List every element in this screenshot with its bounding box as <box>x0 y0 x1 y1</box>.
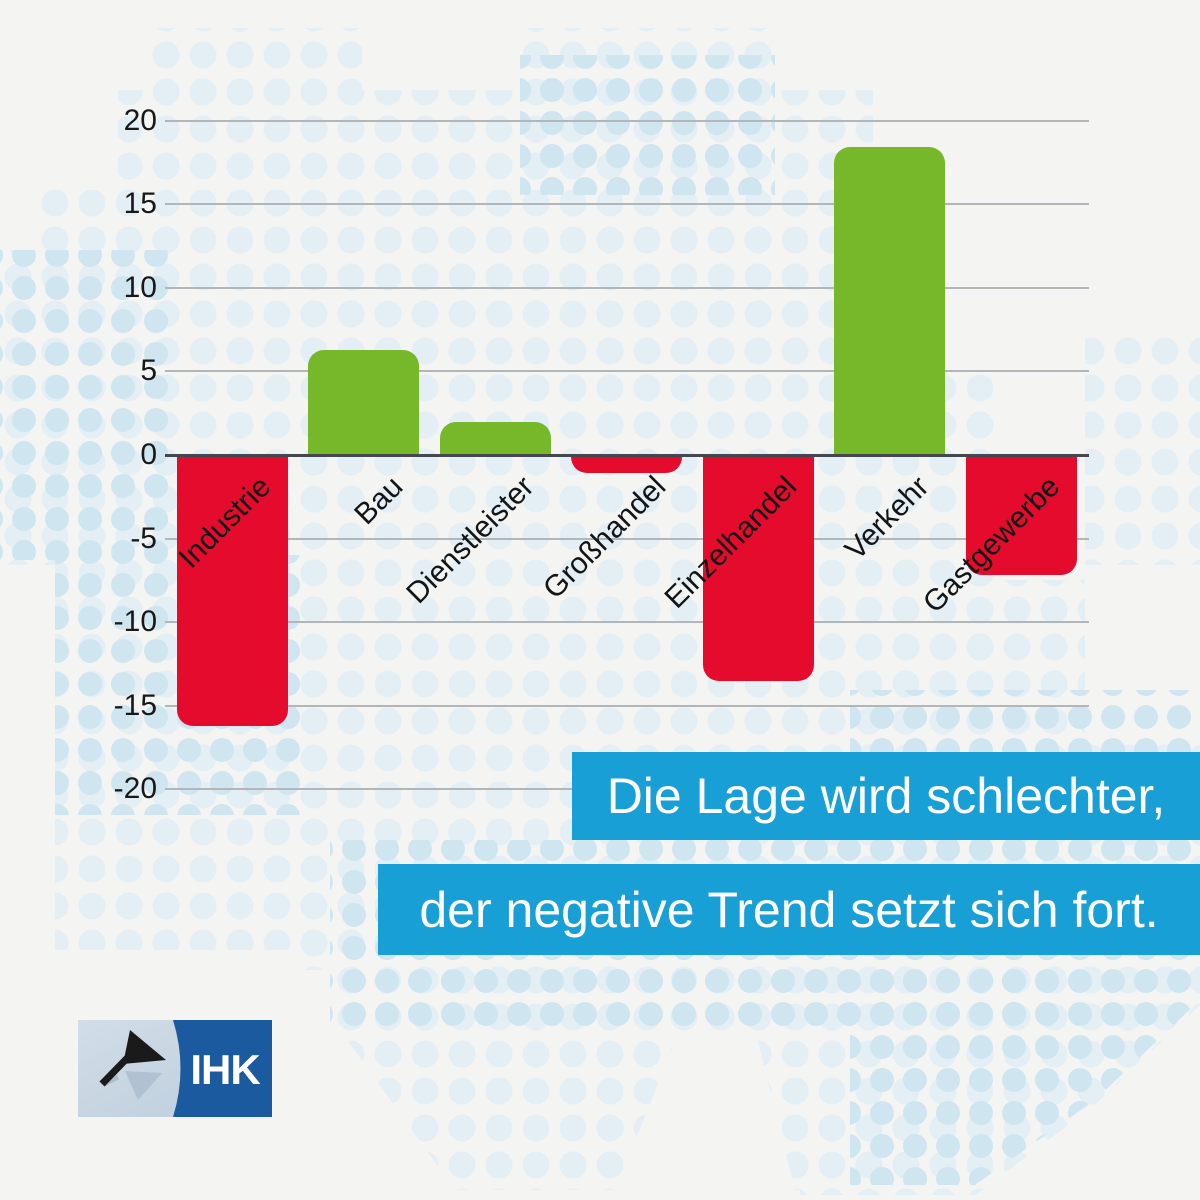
bar-bau <box>308 349 419 455</box>
bar-einzelhandel <box>702 455 814 681</box>
gridline-5 <box>165 370 1089 373</box>
y-axis-tick-label: 0 <box>140 438 157 471</box>
gridline--15 <box>165 704 1089 707</box>
y-axis-tick-label: 10 <box>123 270 157 304</box>
bar-gastgewerbe <box>965 455 1077 576</box>
flag-reflection <box>125 1071 162 1100</box>
headline-text-line1: Die Lage wird schlechter, <box>606 768 1166 824</box>
ihk-logo: IHK <box>78 1020 272 1117</box>
gridline--10 <box>165 621 1089 624</box>
y-axis-tick-label: -15 <box>113 688 157 722</box>
zero-axis-line <box>165 453 1089 457</box>
y-axis-tick-label: 20 <box>123 103 157 137</box>
headline-text-line2: der negative Trend setzt sich fort. <box>419 881 1159 938</box>
logo-text: IHK <box>190 1046 260 1093</box>
gridline-20 <box>165 119 1089 122</box>
gridline-10 <box>165 286 1089 289</box>
gridline-15 <box>165 203 1089 206</box>
bar-industrie <box>176 455 288 726</box>
bar-dienstleister <box>439 421 551 455</box>
gridline--5 <box>165 537 1089 540</box>
y-axis-tick-label: -5 <box>130 521 157 555</box>
flag-pole <box>99 1044 141 1087</box>
headline-banner-line2: der negative Trend setzt sich fort. <box>378 864 1200 955</box>
headline-banner-line1: Die Lage wird schlechter, <box>572 752 1200 840</box>
bar-verkehr <box>834 147 945 455</box>
y-axis-tick-label: -10 <box>113 605 157 639</box>
y-axis-tick-label: 15 <box>123 187 157 221</box>
bar-großhandel <box>571 455 682 474</box>
y-axis-tick-label: 5 <box>140 354 157 388</box>
logo-blue-panel <box>173 1020 272 1117</box>
y-axis-tick-label: -20 <box>113 772 157 806</box>
